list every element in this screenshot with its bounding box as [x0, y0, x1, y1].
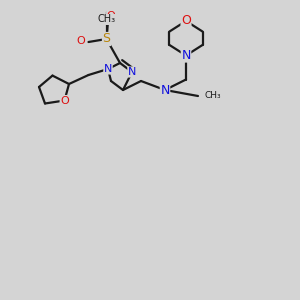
Text: S: S: [103, 32, 110, 46]
Text: CH₃: CH₃: [205, 92, 221, 100]
Text: N: N: [160, 83, 170, 97]
Text: O: O: [60, 95, 69, 106]
Text: O: O: [106, 11, 116, 21]
Text: N: N: [104, 64, 112, 74]
Text: N: N: [181, 49, 191, 62]
Text: O: O: [181, 14, 191, 28]
Text: O: O: [76, 36, 85, 46]
Text: N: N: [128, 67, 136, 77]
Text: CH₃: CH₃: [98, 14, 116, 25]
